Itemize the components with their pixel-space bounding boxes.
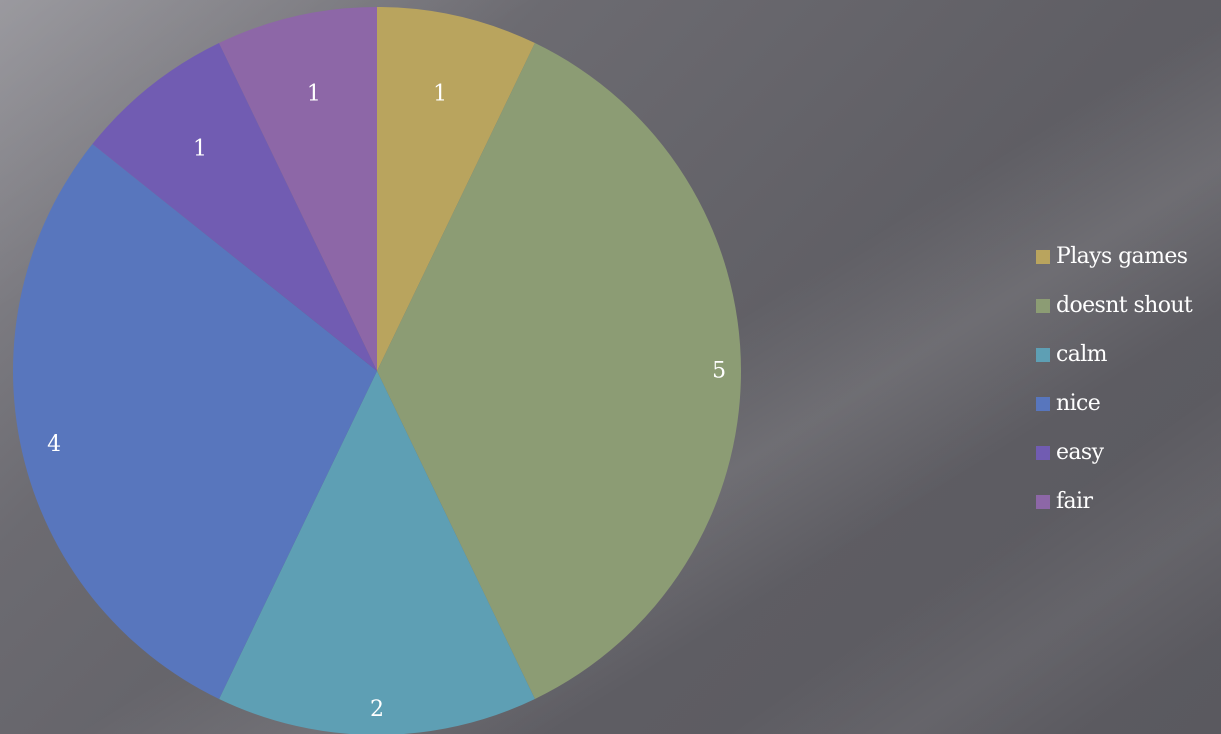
legend-label: doesnt shout bbox=[1056, 293, 1193, 318]
pie-data-labels: 1 5 2 4 1 1 bbox=[47, 82, 726, 722]
legend-label: nice bbox=[1056, 391, 1101, 416]
legend-swatch bbox=[1036, 445, 1050, 460]
legend-label: easy bbox=[1056, 440, 1104, 465]
legend-swatch bbox=[1036, 347, 1050, 362]
data-label-calm: 2 bbox=[370, 697, 384, 722]
legend-item-doesnt-shout: doesnt shout bbox=[1036, 281, 1221, 330]
legend-label: calm bbox=[1056, 342, 1108, 367]
data-label-plays-games: 1 bbox=[433, 82, 447, 107]
legend-swatch bbox=[1036, 298, 1050, 313]
legend-item-fair: fair bbox=[1036, 477, 1221, 526]
legend-item-easy: easy bbox=[1036, 428, 1221, 477]
legend-swatch bbox=[1036, 396, 1050, 411]
data-label-nice: 4 bbox=[47, 432, 61, 457]
pie-slice-doesnt-shout bbox=[377, 43, 742, 699]
legend-swatch bbox=[1036, 494, 1050, 509]
data-label-doesnt-shout: 5 bbox=[712, 359, 726, 384]
pie-slice-fair bbox=[219, 7, 377, 371]
pie-slice-calm bbox=[219, 371, 535, 734]
data-label-easy: 1 bbox=[193, 137, 207, 162]
legend-item-nice: nice bbox=[1036, 379, 1221, 428]
legend-label: fair bbox=[1056, 489, 1093, 514]
legend-item-calm: calm bbox=[1036, 330, 1221, 379]
legend: Plays games doesnt shout calm nice easy … bbox=[1036, 232, 1221, 526]
pie-slice-easy bbox=[92, 43, 378, 371]
legend-swatch bbox=[1036, 249, 1050, 264]
legend-item-plays-games: Plays games bbox=[1036, 232, 1221, 281]
pie-slice-nice bbox=[12, 144, 378, 699]
pie-slice-plays-games bbox=[377, 7, 535, 371]
pie-slices bbox=[12, 7, 742, 734]
legend-label: Plays games bbox=[1056, 244, 1188, 269]
data-label-fair: 1 bbox=[307, 82, 321, 107]
